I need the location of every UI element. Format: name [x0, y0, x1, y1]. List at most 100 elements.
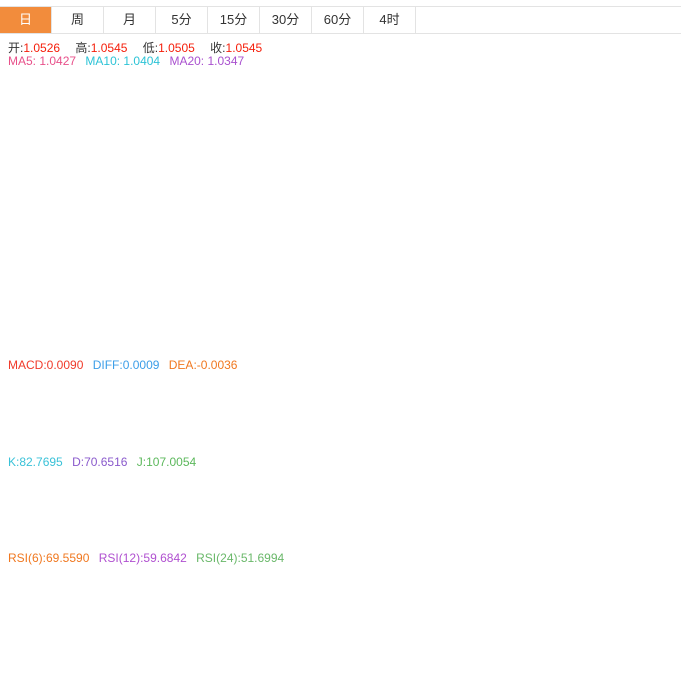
diff-value: DIFF:0.0009: [92, 358, 160, 372]
macd-bar: [350, 389, 358, 401]
price-axis-label: 1.0614: [627, 46, 662, 57]
tab-0[interactable]: 日: [0, 7, 52, 33]
macd-bar: [64, 395, 72, 401]
candle-body: [162, 269, 170, 274]
macd-bar: [583, 397, 591, 401]
tab-5[interactable]: 30分: [260, 7, 312, 33]
candle-body: [368, 252, 376, 270]
candle-body: [314, 226, 322, 255]
macd-bar: [37, 388, 45, 401]
ma20-value: MA20: 1.0347: [169, 54, 245, 68]
price-axis-label: 1.0318: [627, 127, 662, 138]
macd-bar: [252, 400, 260, 403]
price-axis-label: 0.9923: [627, 235, 662, 246]
candle: [135, 308, 143, 341]
candle-body: [207, 276, 215, 291]
macd-bar: [422, 384, 430, 401]
macd-bar: [117, 400, 125, 417]
macd-bar: [189, 395, 197, 401]
price-axis-label: 1.0417: [627, 100, 662, 111]
kdj-axis-label: 126.6771: [627, 458, 675, 469]
low-value: 1.0505: [158, 41, 195, 55]
macd-bar: [332, 382, 340, 401]
candle: [162, 258, 170, 291]
candle-body: [511, 109, 519, 136]
macd-bar: [91, 399, 98, 401]
macd-axis-label: -0.0064: [627, 414, 666, 425]
candle-body: [565, 106, 573, 130]
candle: [538, 100, 546, 122]
candle-body: [413, 199, 421, 217]
candle-body: [55, 223, 63, 229]
j-value: J:107.0054: [136, 455, 197, 469]
candle-body: [502, 135, 510, 154]
tab-1[interactable]: 周: [52, 7, 104, 33]
candle: [278, 252, 286, 285]
macd-bar: [1, 400, 9, 402]
close-value: 1.0545: [225, 41, 263, 55]
macd-bar: [475, 380, 483, 401]
candle: [82, 211, 90, 218]
macd-bar: [46, 392, 54, 401]
price-axis-label: 0.9627: [627, 316, 662, 327]
macd-bar: [216, 400, 224, 404]
macd-bar: [55, 394, 63, 401]
candle: [216, 284, 224, 306]
macd-bar: [180, 397, 188, 401]
candle-body: [19, 217, 27, 221]
macd-bar: [261, 397, 269, 401]
candle-body: [529, 106, 537, 108]
macd-axis-label: -0.0160: [627, 440, 666, 451]
macd-bar: [377, 400, 385, 404]
x-axis-label: 11月: [352, 651, 375, 663]
candle-body: [91, 211, 98, 229]
macd-bar: [323, 381, 331, 401]
tab-6[interactable]: 60分: [312, 7, 364, 33]
macd-bar: [207, 400, 215, 402]
d-line: [4, 486, 587, 528]
candle-body: [556, 124, 564, 131]
candle: [270, 252, 277, 270]
candle-body: [395, 212, 403, 245]
candle-body: [108, 263, 116, 265]
macd-bar: [502, 395, 510, 401]
macd-bar: [126, 400, 134, 424]
candle: [37, 164, 45, 203]
candle: [126, 299, 134, 341]
candle: [404, 191, 412, 227]
candle-body: [377, 269, 385, 288]
macd-bar: [234, 400, 242, 406]
macd-axis-label: 0.0032: [627, 387, 662, 398]
candle: [556, 110, 564, 131]
candle: [108, 243, 116, 268]
candle: [520, 95, 528, 114]
macd-bar: [484, 384, 492, 401]
tab-4[interactable]: 15分: [208, 7, 260, 33]
candle: [449, 86, 456, 142]
candle-body: [135, 325, 143, 331]
candle-body: [117, 264, 125, 305]
dea-value: DEA:-0.0036: [168, 358, 238, 372]
high-value: 1.0545: [90, 41, 128, 55]
kdj-axis-label: 38.5796: [627, 511, 668, 522]
rsi24-value: RSI(24):51.6994: [196, 551, 285, 565]
candle-body: [171, 267, 179, 277]
candle-body: [64, 219, 72, 224]
macd-bar: [341, 384, 349, 401]
macd-bar: [28, 392, 36, 401]
tab-7[interactable]: 4时: [364, 7, 416, 33]
price-axis-label: 1.0219: [627, 154, 662, 165]
macd-bar: [368, 398, 376, 401]
candle-body: [216, 290, 224, 302]
candle: [395, 208, 403, 248]
candle: [431, 118, 439, 174]
candle-body: [234, 299, 242, 301]
macd-bar: [270, 394, 277, 401]
tab-2[interactable]: 月: [104, 7, 156, 33]
macd-bar: [574, 400, 582, 402]
ma10-value: MA10: 1.0404: [85, 54, 161, 68]
candle: [440, 121, 448, 145]
tab-3[interactable]: 5分: [156, 7, 208, 33]
candle: [19, 211, 27, 238]
